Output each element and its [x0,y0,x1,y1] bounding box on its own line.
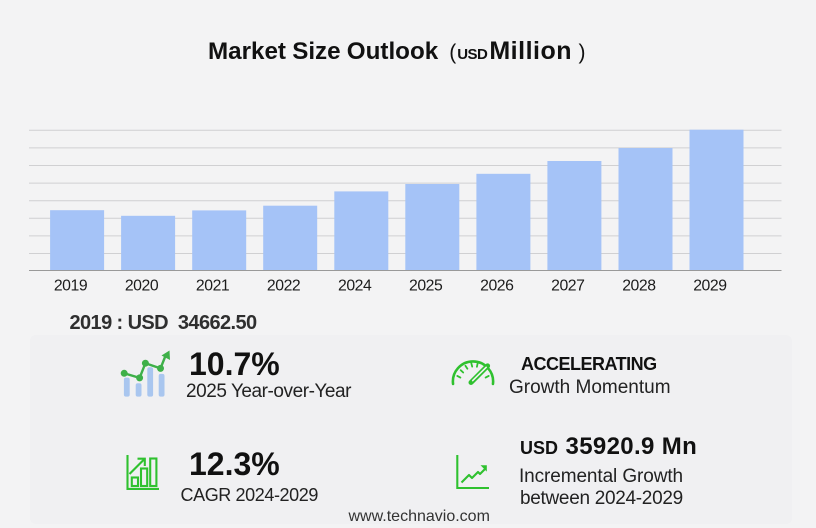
svg-text:2025: 2025 [409,278,443,295]
svg-text:2029: 2029 [693,278,727,295]
svg-text:2027: 2027 [551,278,584,295]
svg-text:2021: 2021 [196,278,230,295]
svg-text:2020: 2020 [125,278,159,295]
svg-text:2024: 2024 [338,278,372,295]
svg-text:2019: 2019 [54,278,88,295]
svg-text:2026: 2026 [480,278,514,295]
svg-text:2022: 2022 [267,278,300,295]
svg-text:2028: 2028 [622,278,656,295]
